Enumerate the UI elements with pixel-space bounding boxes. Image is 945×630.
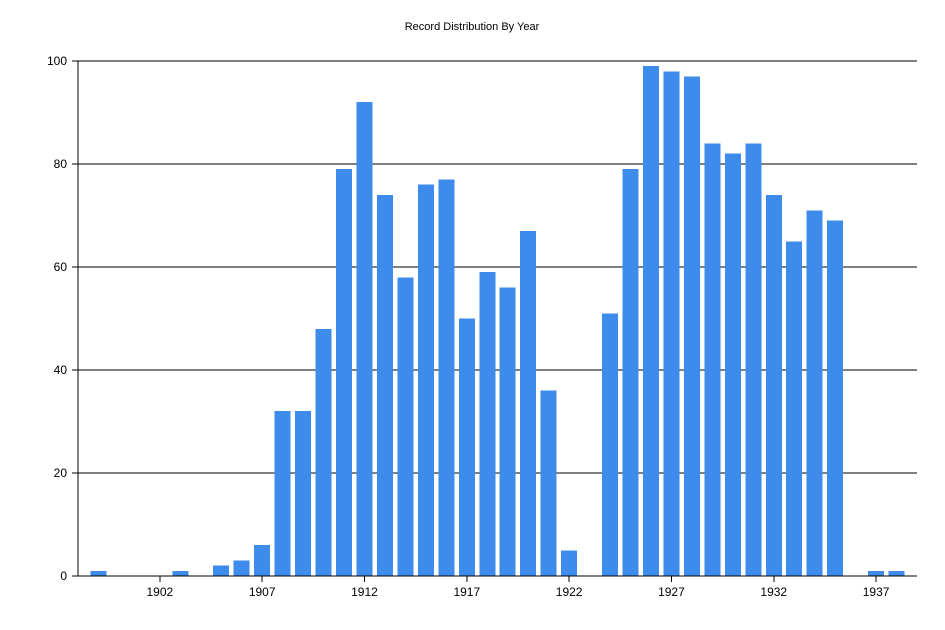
x-tick-label: 1902 <box>147 585 174 599</box>
bar-1925 <box>622 169 639 576</box>
bar-1911 <box>336 169 353 576</box>
x-tick-label: 1922 <box>556 585 583 599</box>
bar-1934 <box>806 210 823 576</box>
bar-1905 <box>213 565 230 576</box>
tick-labels: 0 20 40 60 80 100 1902 1907 1912 1917 1922 1927 1932… <box>47 54 890 599</box>
bar-1909 <box>295 411 312 576</box>
bar-1938 <box>888 570 905 576</box>
axes <box>72 60 917 582</box>
bar-1903 <box>172 570 189 576</box>
bar-1918 <box>479 272 496 576</box>
bar-1930 <box>724 153 741 576</box>
x-tick-label: 1932 <box>760 585 787 599</box>
bar-1906 <box>233 560 250 576</box>
x-tick-label: 1937 <box>863 585 890 599</box>
y-tick-label: 0 <box>60 569 67 583</box>
bar-1927 <box>663 71 680 577</box>
x-tick-label: 1917 <box>453 585 480 599</box>
y-tick-label: 80 <box>54 157 68 171</box>
y-tick-label: 100 <box>47 54 67 68</box>
bar-1913 <box>376 194 393 576</box>
bars <box>90 66 905 577</box>
bar-1926 <box>642 66 659 577</box>
chart-title: Record Distribution By Year <box>405 21 540 33</box>
bar-1937 <box>868 570 885 576</box>
bar-1914 <box>397 277 414 576</box>
bar-1922 <box>561 550 578 576</box>
bar-1907 <box>254 545 271 576</box>
bar-1910 <box>315 328 332 576</box>
bar-1915 <box>417 184 434 576</box>
bar-1935 <box>827 220 844 576</box>
bar-1924 <box>602 313 619 576</box>
bar-1929 <box>704 143 721 576</box>
x-tick-label: 1912 <box>351 585 378 599</box>
bar-1899 <box>90 570 107 576</box>
bar-1916 <box>438 179 455 576</box>
bar-1908 <box>274 411 291 576</box>
bar-1931 <box>745 143 762 576</box>
y-tick-label: 60 <box>54 260 68 274</box>
bar-1917 <box>458 318 475 576</box>
bar-1920 <box>520 230 537 576</box>
bar-1932 <box>765 194 782 576</box>
y-tick-label: 20 <box>54 466 68 480</box>
bar-1928 <box>683 76 700 576</box>
x-tick-label: 1927 <box>658 585 685 599</box>
x-tick-label: 1907 <box>249 585 276 599</box>
bar-1919 <box>499 287 516 576</box>
y-tick-label: 40 <box>54 363 68 377</box>
bar-1921 <box>540 390 557 576</box>
bar-1933 <box>786 241 803 576</box>
bar-1912 <box>356 102 373 576</box>
